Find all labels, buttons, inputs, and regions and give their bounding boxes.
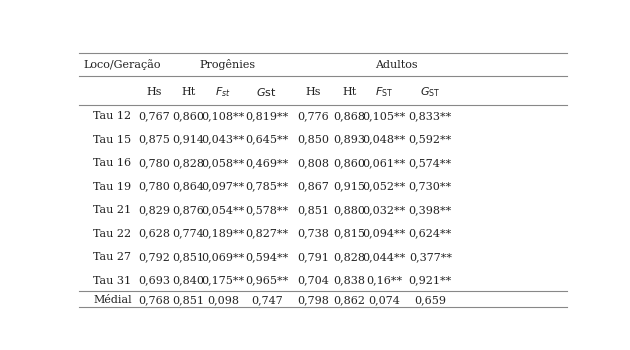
Text: Tau 12: Tau 12 [93, 111, 132, 121]
Text: Hs: Hs [147, 87, 162, 97]
Text: 0,815: 0,815 [334, 229, 366, 239]
Text: 0,043**: 0,043** [201, 135, 244, 145]
Text: 0,578**: 0,578** [245, 205, 289, 215]
Text: 0,876: 0,876 [173, 205, 205, 215]
Text: 0,851: 0,851 [173, 252, 205, 262]
Text: 0,175**: 0,175** [201, 275, 244, 286]
Text: Loco/Geração: Loco/Geração [84, 60, 161, 70]
Text: 0,808: 0,808 [297, 158, 329, 168]
Text: 0,645**: 0,645** [245, 135, 289, 145]
Text: Tau 31: Tau 31 [93, 275, 132, 286]
Text: 0,767: 0,767 [139, 111, 170, 121]
Text: 0,048**: 0,048** [362, 135, 406, 145]
Text: 0,074: 0,074 [368, 295, 400, 305]
Text: 0,780: 0,780 [139, 158, 170, 168]
Text: 0,069**: 0,069** [201, 252, 244, 262]
Text: 0,864: 0,864 [173, 182, 205, 191]
Text: 0,915: 0,915 [334, 182, 366, 191]
Text: 0,189**: 0,189** [201, 229, 244, 239]
Text: 0,827**: 0,827** [245, 229, 289, 239]
Text: 0,061**: 0,061** [362, 158, 406, 168]
Text: 0,097**: 0,097** [201, 182, 244, 191]
Text: 0,880: 0,880 [334, 205, 366, 215]
Text: Adultos: Adultos [375, 60, 418, 70]
Text: Tau 21: Tau 21 [93, 205, 132, 215]
Text: 0,792: 0,792 [139, 252, 170, 262]
Text: 0,704: 0,704 [297, 275, 329, 286]
Text: Hs: Hs [306, 87, 321, 97]
Text: 0,094**: 0,094** [362, 229, 406, 239]
Text: 0,914: 0,914 [173, 135, 205, 145]
Text: 0,829: 0,829 [139, 205, 171, 215]
Text: 0,965**: 0,965** [245, 275, 289, 286]
Text: 0,780: 0,780 [139, 182, 170, 191]
Text: 0,659: 0,659 [415, 295, 446, 305]
Text: 0,875: 0,875 [139, 135, 170, 145]
Text: $\mathit{F}_{st}$: $\mathit{F}_{st}$ [215, 85, 231, 99]
Text: 0,730**: 0,730** [409, 182, 452, 191]
Text: $\mathit{G}_{\mathrm{ST}}$: $\mathit{G}_{\mathrm{ST}}$ [420, 85, 440, 99]
Text: Tau 27: Tau 27 [93, 252, 132, 262]
Text: 0,747: 0,747 [251, 295, 283, 305]
Text: 0,044**: 0,044** [362, 252, 406, 262]
Text: 0,052**: 0,052** [362, 182, 406, 191]
Text: 0,058**: 0,058** [201, 158, 244, 168]
Text: 0,594**: 0,594** [245, 252, 289, 262]
Text: 0,860: 0,860 [173, 111, 205, 121]
Text: 0,851: 0,851 [297, 205, 329, 215]
Text: Ht: Ht [181, 87, 196, 97]
Text: 0,851: 0,851 [173, 295, 205, 305]
Text: $\mathit{G}$st: $\mathit{G}$st [256, 86, 277, 98]
Text: 0,893: 0,893 [334, 135, 366, 145]
Text: 0,574**: 0,574** [409, 158, 452, 168]
Text: 0,738: 0,738 [297, 229, 329, 239]
Text: Médial: Médial [93, 295, 132, 305]
Text: 0,776: 0,776 [297, 111, 329, 121]
Text: 0,592**: 0,592** [409, 135, 452, 145]
Text: 0,828: 0,828 [334, 252, 366, 262]
Text: 0,850: 0,850 [297, 135, 329, 145]
Text: Tau 19: Tau 19 [93, 182, 132, 191]
Text: 0,469**: 0,469** [245, 158, 289, 168]
Text: 0,791: 0,791 [297, 252, 329, 262]
Text: 0,862: 0,862 [334, 295, 366, 305]
Text: 0,054**: 0,054** [201, 205, 244, 215]
Text: 0,868: 0,868 [334, 111, 366, 121]
Text: 0,828: 0,828 [173, 158, 205, 168]
Text: 0,833**: 0,833** [409, 111, 452, 121]
Text: 0,768: 0,768 [139, 295, 170, 305]
Text: Progênies: Progênies [200, 60, 256, 70]
Text: 0,867: 0,867 [297, 182, 329, 191]
Text: 0,16**: 0,16** [366, 275, 402, 286]
Text: 0,860: 0,860 [334, 158, 366, 168]
Text: Tau 16: Tau 16 [93, 158, 132, 168]
Text: 0,377**: 0,377** [409, 252, 452, 262]
Text: 0,774: 0,774 [173, 229, 205, 239]
Text: 0,921**: 0,921** [409, 275, 452, 286]
Text: 0,798: 0,798 [297, 295, 329, 305]
Text: 0,819**: 0,819** [245, 111, 289, 121]
Text: 0,693: 0,693 [139, 275, 171, 286]
Text: 0,838: 0,838 [334, 275, 366, 286]
Text: Ht: Ht [343, 87, 357, 97]
Text: $\mathit{F}_{\mathrm{ST}}$: $\mathit{F}_{\mathrm{ST}}$ [375, 85, 393, 99]
Text: 0,108**: 0,108** [201, 111, 244, 121]
Text: Tau 15: Tau 15 [93, 135, 132, 145]
Text: 0,032**: 0,032** [362, 205, 406, 215]
Text: 0,840: 0,840 [173, 275, 205, 286]
Text: 0,624**: 0,624** [409, 229, 452, 239]
Text: 0,105**: 0,105** [362, 111, 406, 121]
Text: 0,628: 0,628 [139, 229, 171, 239]
Text: 0,785**: 0,785** [245, 182, 289, 191]
Text: 0,098: 0,098 [207, 295, 239, 305]
Text: Tau 22: Tau 22 [93, 229, 132, 239]
Text: 0,398**: 0,398** [409, 205, 452, 215]
